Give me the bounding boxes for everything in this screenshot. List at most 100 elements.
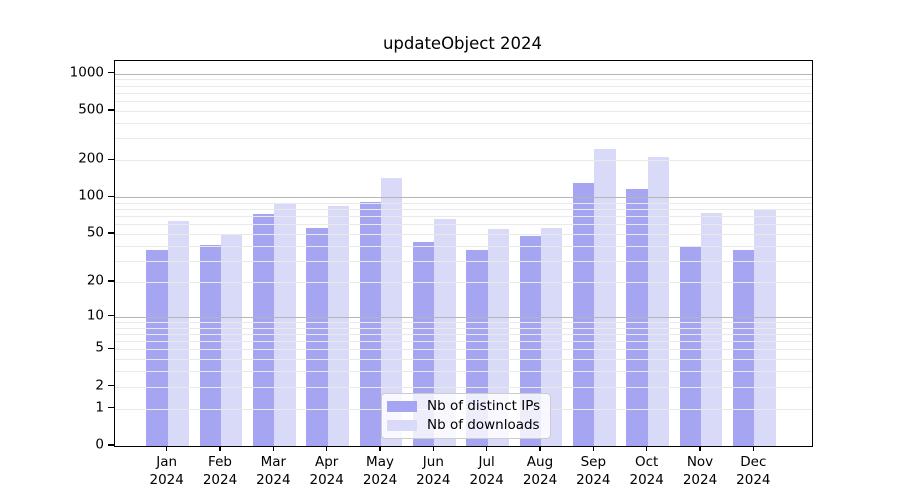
y-tick-mark <box>108 406 114 409</box>
gridline-minor <box>115 85 812 87</box>
gridline-minor <box>115 202 812 204</box>
y-tick-label: 0 <box>95 436 104 453</box>
y-tick-label: 500 <box>78 101 104 118</box>
bar-distinct-ips <box>146 249 168 446</box>
gridline-minor <box>115 123 812 124</box>
y-tick-mark <box>108 280 114 282</box>
bar-distinct-ips <box>359 201 382 446</box>
x-tick-mark <box>592 446 594 452</box>
y-tick-mark <box>108 232 114 234</box>
y-tick-label: 100 <box>78 187 104 204</box>
gridline-minor <box>115 349 812 351</box>
bar-downloads <box>754 208 776 446</box>
bar-distinct-ips <box>679 247 701 446</box>
y-tick-mark <box>108 315 114 317</box>
legend-label-downloads: Nb of downloads <box>427 416 540 433</box>
gridline-minor <box>115 359 812 361</box>
legend-item-distinct-ips: Nb of distinct IPs <box>387 398 541 414</box>
y-tick-label: 1000 <box>69 63 104 80</box>
x-tick-mark <box>219 446 221 452</box>
y-tick-mark <box>108 347 114 350</box>
x-tick-label: Nov 2024 <box>682 454 718 489</box>
x-tick-mark <box>326 446 328 452</box>
x-tick-label: Mar 2024 <box>256 454 291 489</box>
legend-label-distinct-ips: Nb of distinct IPs <box>427 398 541 414</box>
gridline-major <box>115 197 812 199</box>
y-tick-mark <box>108 158 114 160</box>
x-tick-mark <box>432 446 434 452</box>
gridline-minor <box>115 321 812 323</box>
gridline-minor <box>115 79 812 81</box>
gridline-minor <box>115 160 812 162</box>
x-tick-mark <box>646 446 648 452</box>
gridline-major <box>115 316 812 318</box>
legend-swatch-downloads <box>387 419 417 431</box>
gridline-minor <box>115 224 812 226</box>
bar-downloads <box>221 234 243 446</box>
y-tick-label: 1 <box>95 398 104 415</box>
bar-downloads <box>274 203 296 446</box>
y-tick-label: 5 <box>95 339 104 356</box>
chart-title: updateObject 2024 <box>382 34 543 53</box>
legend: Nb of distinct IPs Nb of downloads <box>381 393 552 439</box>
y-tick-mark <box>108 195 114 197</box>
gridline-minor <box>115 371 812 373</box>
x-tick-mark <box>539 446 541 452</box>
bar-distinct-ips <box>733 249 755 446</box>
y-tick-label: 50 <box>86 224 104 241</box>
bar-downloads <box>167 221 189 446</box>
x-tick-label: Jan 2024 <box>149 454 184 489</box>
bar-distinct-ips <box>199 244 222 446</box>
gridline-minor <box>115 281 812 283</box>
gridline-minor <box>115 333 812 335</box>
gridline-minor <box>115 101 812 103</box>
x-tick-label: Jul 2024 <box>469 454 504 489</box>
x-tick-mark <box>379 446 381 452</box>
x-tick-mark <box>486 446 488 452</box>
x-tick-label: Feb 2024 <box>202 454 238 489</box>
gridline-minor <box>115 245 812 247</box>
y-tick-mark <box>108 444 114 446</box>
bar-distinct-ips <box>573 182 595 446</box>
gridline-minor <box>115 341 812 343</box>
bar-distinct-ips <box>253 214 275 446</box>
bar-downloads <box>701 212 723 446</box>
y-tick-label: 200 <box>78 150 104 167</box>
gridline-minor <box>115 234 812 236</box>
x-tick-mark <box>699 446 701 452</box>
gridline-minor <box>115 216 812 218</box>
plot-area: Nb of distinct IPs Nb of downloads <box>114 60 813 447</box>
x-tick-label: Sep 2024 <box>576 454 611 489</box>
y-tick-label: 20 <box>86 272 104 289</box>
legend-item-downloads: Nb of downloads <box>387 416 540 433</box>
bar-downloads <box>434 219 456 446</box>
bar-downloads <box>647 156 669 446</box>
bar-downloads <box>381 177 403 446</box>
gridline-minor <box>115 260 812 262</box>
gridline-minor <box>115 327 812 329</box>
gridline-major <box>115 73 812 75</box>
bar-downloads <box>594 149 616 446</box>
x-tick-label: Jun 2024 <box>416 454 451 489</box>
bar-downloads <box>327 205 349 446</box>
x-tick-label: Dec 2024 <box>736 454 771 489</box>
x-tick-mark <box>752 446 754 452</box>
y-tick-mark <box>108 72 114 74</box>
bar-downloads <box>487 229 509 446</box>
x-tick-mark <box>272 446 274 452</box>
gridline-minor <box>115 138 812 140</box>
y-tick-label: 10 <box>86 307 104 324</box>
gridline-minor <box>115 209 812 211</box>
x-tick-label: May 2024 <box>362 454 398 489</box>
y-tick-label: 2 <box>95 377 104 394</box>
x-tick-label: Apr 2024 <box>309 454 344 489</box>
y-tick-mark <box>108 109 114 111</box>
x-tick-label: Oct 2024 <box>629 454 664 489</box>
gridline-minor <box>115 386 812 388</box>
y-tick-mark <box>108 385 114 387</box>
x-tick-label: Aug 2024 <box>522 454 558 489</box>
x-tick-mark <box>166 446 168 452</box>
gridline-minor <box>115 92 812 94</box>
gridline-minor <box>115 111 812 112</box>
